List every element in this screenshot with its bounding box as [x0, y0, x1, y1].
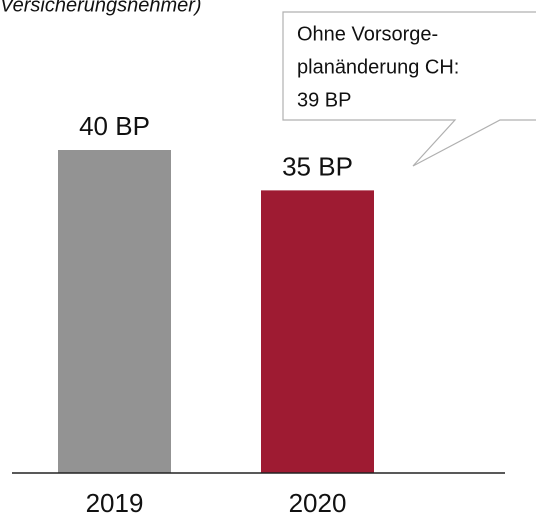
value-label: 40 BP — [79, 111, 150, 141]
annotation-line: Ohne Vorsorge- — [297, 23, 438, 45]
callout-box — [282, 11, 536, 167]
bar — [261, 190, 374, 473]
bar — [58, 150, 171, 473]
annotation-line: 39 BP — [297, 89, 351, 111]
x-tick-label: 2020 — [289, 488, 347, 518]
value-label: 35 BP — [282, 151, 353, 181]
annotation-line: planänderung CH: — [297, 56, 459, 78]
x-tick-label: 2019 — [86, 488, 144, 518]
chart-title: Versicherungsnehmer) — [0, 0, 202, 16]
